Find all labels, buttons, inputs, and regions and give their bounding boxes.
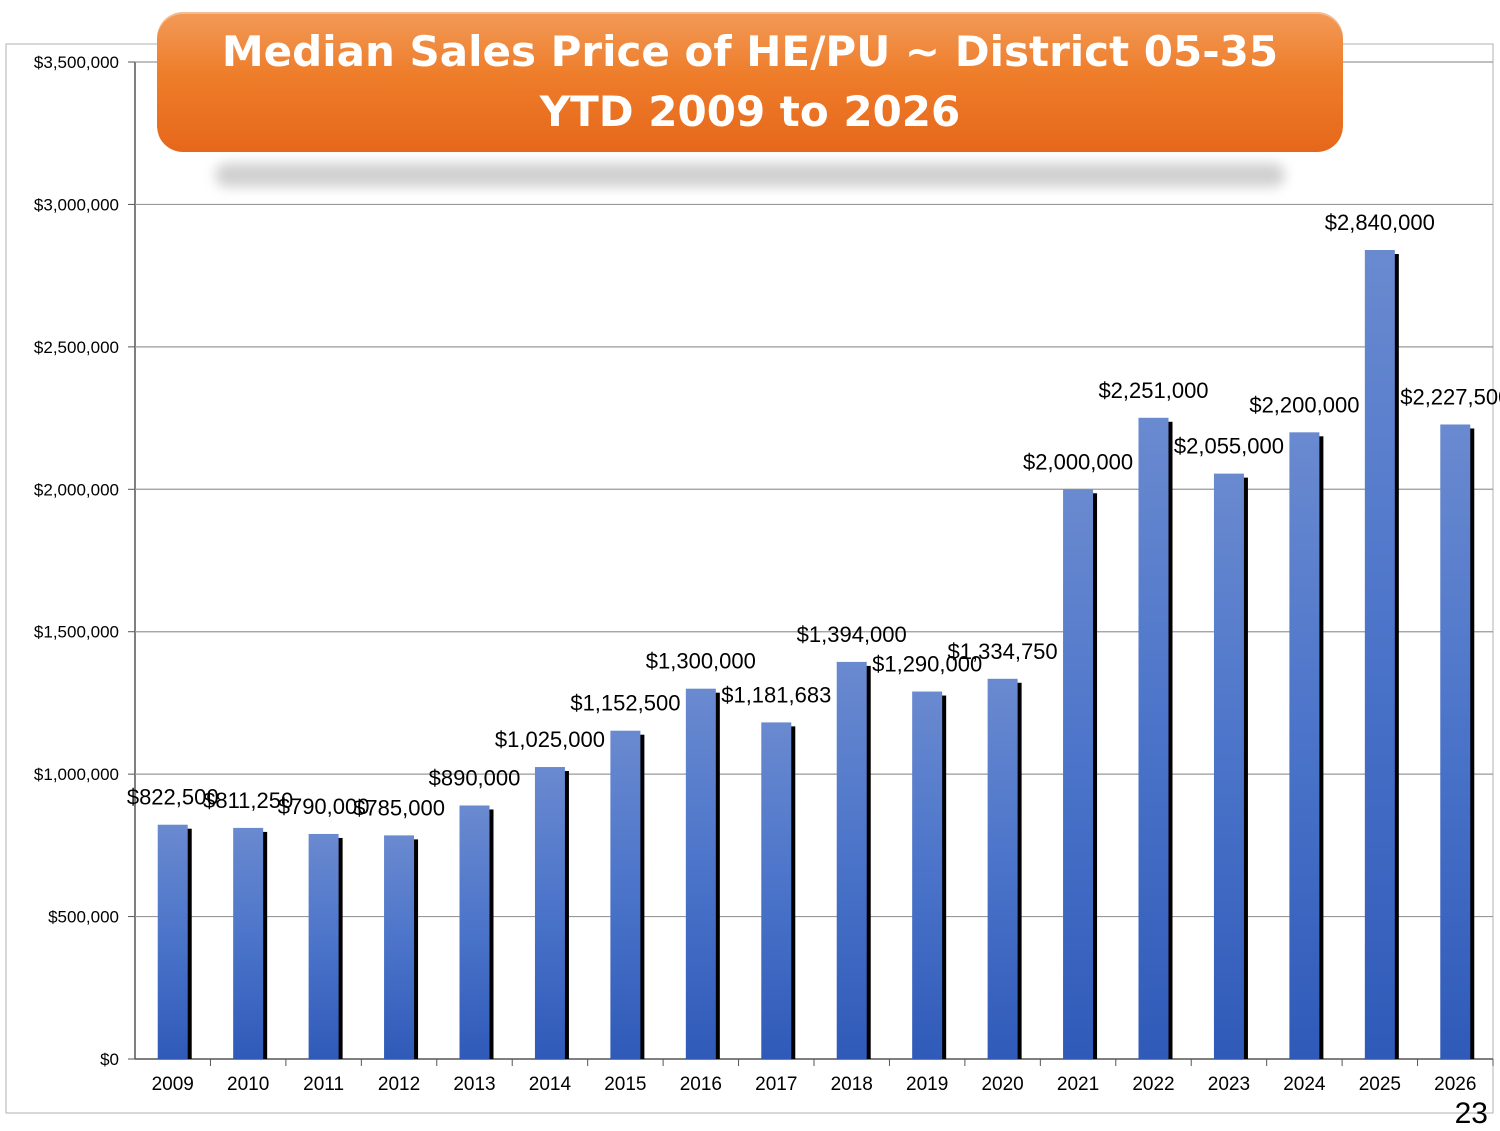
x-tick-label: 2019 bbox=[906, 1074, 948, 1095]
x-tick-label: 2022 bbox=[1132, 1074, 1174, 1095]
data-label: $1,334,750 bbox=[948, 639, 1058, 664]
bar-2018 bbox=[836, 661, 867, 1059]
x-tick-label: 2009 bbox=[152, 1074, 194, 1095]
bar-2017 bbox=[761, 722, 792, 1059]
y-tick-label: $2,500,000 bbox=[34, 338, 119, 357]
bar-2015 bbox=[610, 730, 641, 1059]
page-number: 23 bbox=[1454, 1097, 1488, 1130]
x-tick-label: 2012 bbox=[378, 1074, 420, 1095]
chart-title: Median Sales Price of HE/PU ~ District 0… bbox=[221, 27, 1279, 76]
x-tick-label: 2011 bbox=[303, 1074, 344, 1095]
y-tick-label: $1,000,000 bbox=[34, 765, 119, 784]
bar-2021 bbox=[1063, 489, 1094, 1059]
x-tick-label: 2024 bbox=[1283, 1074, 1326, 1095]
x-tick-label: 2025 bbox=[1359, 1074, 1401, 1095]
y-tick-label: $1,500,000 bbox=[34, 623, 119, 642]
data-label: $2,840,000 bbox=[1325, 210, 1435, 235]
x-tick-label: 2018 bbox=[831, 1074, 873, 1095]
x-tick-label: 2017 bbox=[755, 1074, 797, 1095]
data-label: $785,000 bbox=[353, 795, 445, 820]
data-label: $1,181,683 bbox=[721, 682, 831, 707]
data-label: $790,000 bbox=[278, 794, 370, 819]
data-label: $1,300,000 bbox=[646, 649, 756, 674]
data-label: $2,200,000 bbox=[1249, 392, 1359, 417]
data-label: $811,250 bbox=[203, 788, 293, 813]
x-tick-label: 2026 bbox=[1434, 1074, 1476, 1095]
bar-2013 bbox=[459, 805, 490, 1059]
x-tick-label: 2013 bbox=[453, 1074, 495, 1095]
bar-2024 bbox=[1289, 432, 1320, 1059]
y-tick-label: $3,500,000 bbox=[34, 53, 119, 72]
data-label: $2,251,000 bbox=[1098, 378, 1208, 403]
data-label: $2,000,000 bbox=[1023, 449, 1133, 474]
bar-2019 bbox=[912, 691, 943, 1059]
x-tick-label: 2010 bbox=[227, 1074, 269, 1095]
chart-subtitle: YTD 2009 to 2026 bbox=[539, 87, 961, 136]
bar-2022 bbox=[1138, 417, 1169, 1059]
data-label: $890,000 bbox=[429, 765, 521, 790]
x-tick-label: 2015 bbox=[604, 1074, 646, 1095]
data-label: $1,394,000 bbox=[797, 622, 907, 647]
y-tick-label: $3,000,000 bbox=[34, 195, 119, 214]
x-tick-label: 2021 bbox=[1057, 1074, 1099, 1095]
bar-2012 bbox=[384, 835, 415, 1059]
x-tick-label: 2023 bbox=[1208, 1074, 1250, 1095]
bar-2010 bbox=[233, 827, 264, 1059]
x-tick-label: 2020 bbox=[981, 1074, 1023, 1095]
bar-2023 bbox=[1213, 473, 1244, 1060]
data-label: $822,500 bbox=[127, 785, 219, 810]
data-label: $1,152,500 bbox=[570, 691, 680, 716]
data-label: $2,055,000 bbox=[1174, 434, 1284, 459]
chart-title-banner: Median Sales Price of HE/PU ~ District 0… bbox=[157, 12, 1343, 152]
bar-2016 bbox=[685, 688, 716, 1059]
y-tick-label: $0 bbox=[100, 1050, 119, 1069]
bar-2025 bbox=[1364, 250, 1395, 1059]
data-label: $1,290,000 bbox=[872, 652, 982, 677]
data-label: $2,227,500 bbox=[1400, 384, 1500, 409]
bar-2009 bbox=[157, 824, 188, 1059]
title-shadow bbox=[215, 163, 1285, 187]
bar-2011 bbox=[308, 833, 339, 1059]
bar-2014 bbox=[534, 767, 565, 1059]
x-tick-label: 2016 bbox=[680, 1074, 722, 1095]
bar-2020 bbox=[987, 678, 1018, 1059]
bar-2026 bbox=[1440, 424, 1471, 1059]
data-label: $1,025,000 bbox=[495, 727, 605, 752]
y-tick-label: $500,000 bbox=[48, 908, 119, 927]
y-tick-label: $2,000,000 bbox=[34, 480, 119, 499]
x-tick-label: 2014 bbox=[529, 1074, 572, 1095]
